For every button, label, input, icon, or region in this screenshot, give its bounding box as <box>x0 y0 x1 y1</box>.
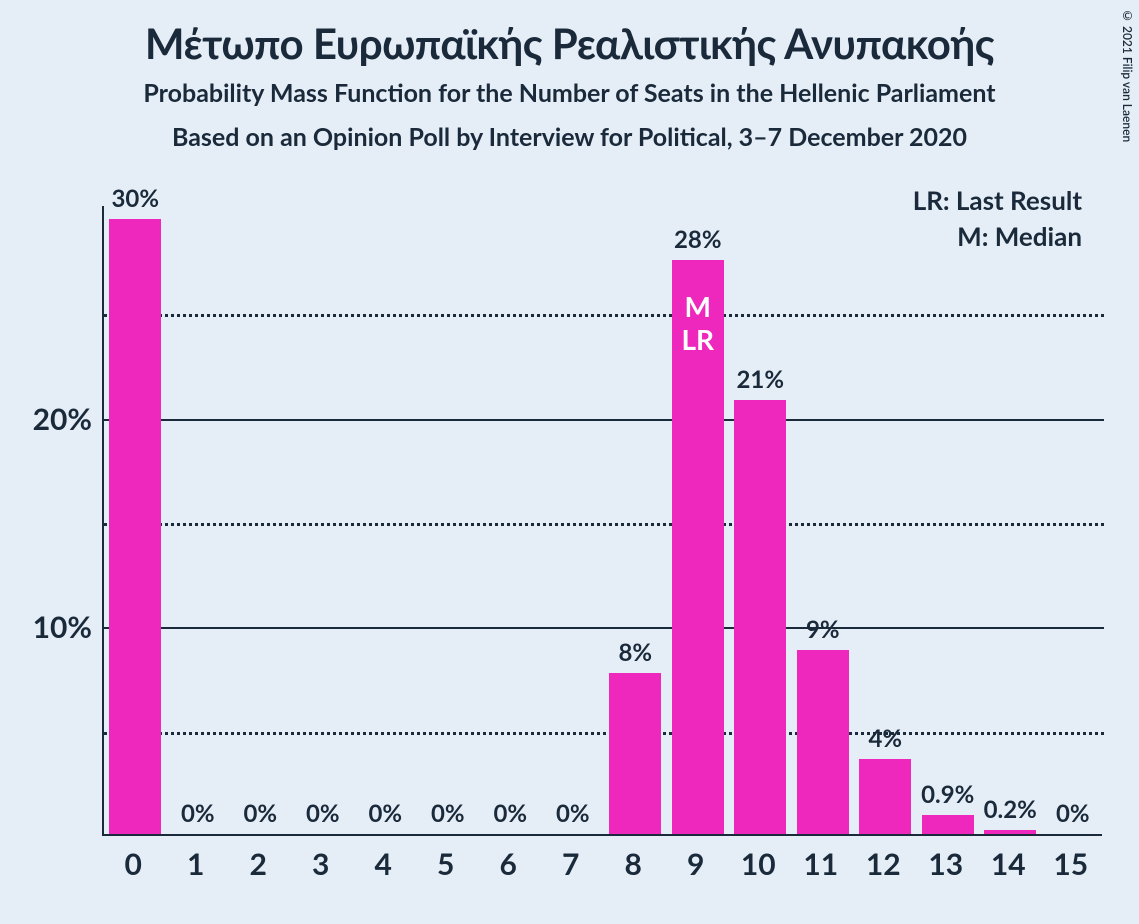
bar-value-label: 21% <box>736 365 784 394</box>
y-axis-label: 20% <box>33 401 92 437</box>
gridline-minor <box>104 314 1104 317</box>
chart-title: Μέτωπο Ευρωπαϊκής Ρεαλιστικής Ανυπακοής <box>0 0 1139 68</box>
bar <box>609 673 661 834</box>
bar-value-label: 28% <box>674 225 722 254</box>
bar-value-label: 0% <box>431 799 465 828</box>
legend-m: M: Median <box>957 220 1082 252</box>
x-axis-label: 0 <box>102 846 165 882</box>
chart-subtitle-1: Probability Mass Function for the Number… <box>0 78 1139 108</box>
gridline-major <box>104 419 1104 421</box>
bar-value-label: 30% <box>111 184 159 213</box>
bar-value-label: 0% <box>306 799 340 828</box>
bar-value-label: 4% <box>868 724 902 753</box>
x-axis-label: 12 <box>852 846 915 882</box>
chart-area: 30%0%0%0%0%0%0%0%8%MLR28%21%9%4%0.9%0.2%… <box>102 206 1102 836</box>
bar-annotation: MLR <box>672 290 724 354</box>
x-axis-label: 10 <box>727 846 790 882</box>
x-axis-label: 9 <box>665 846 728 882</box>
x-axis-label: 3 <box>290 846 353 882</box>
x-axis-label: 5 <box>415 846 478 882</box>
gridline-major <box>104 627 1104 629</box>
bar-value-label: 0.9% <box>921 780 974 809</box>
bar-value-label: 8% <box>618 638 652 667</box>
bar <box>734 400 786 834</box>
x-axis-label: 2 <box>227 846 290 882</box>
gridline-minor <box>104 523 1104 526</box>
bar: MLR <box>672 260 724 834</box>
x-axis-label: 8 <box>602 846 665 882</box>
bar-value-label: 0% <box>181 799 215 828</box>
gridline-minor <box>104 732 1104 735</box>
bar-value-label: 9% <box>806 615 840 644</box>
bar <box>984 830 1036 834</box>
x-axis-label: 1 <box>165 846 228 882</box>
bar-value-label: 0% <box>493 799 527 828</box>
x-axis-label: 14 <box>977 846 1040 882</box>
x-axis-label: 15 <box>1040 846 1103 882</box>
x-axis-label: 11 <box>790 846 853 882</box>
legend-lr: LR: Last Result <box>913 184 1082 216</box>
x-axis-label: 13 <box>915 846 978 882</box>
chart-subtitle-2: Based on an Opinion Poll by Interview fo… <box>0 122 1139 152</box>
copyright-text: © 2021 Filip van Laenen <box>1120 8 1135 142</box>
y-axis-label: 10% <box>33 609 92 645</box>
x-axis-label: 4 <box>352 846 415 882</box>
bar <box>797 650 849 834</box>
bar <box>109 219 161 834</box>
bar-value-label: 0% <box>556 799 590 828</box>
plot-region: 30%0%0%0%0%0%0%0%8%MLR28%21%9%4%0.9%0.2%… <box>102 206 1102 836</box>
bar-value-label: 0% <box>1056 799 1090 828</box>
bar <box>859 759 911 834</box>
bar <box>922 815 974 834</box>
x-axis-label: 6 <box>477 846 540 882</box>
bar-value-label: 0% <box>243 799 277 828</box>
bar-value-label: 0% <box>368 799 402 828</box>
x-axis-label: 7 <box>540 846 603 882</box>
bar-value-label: 0.2% <box>984 795 1037 824</box>
